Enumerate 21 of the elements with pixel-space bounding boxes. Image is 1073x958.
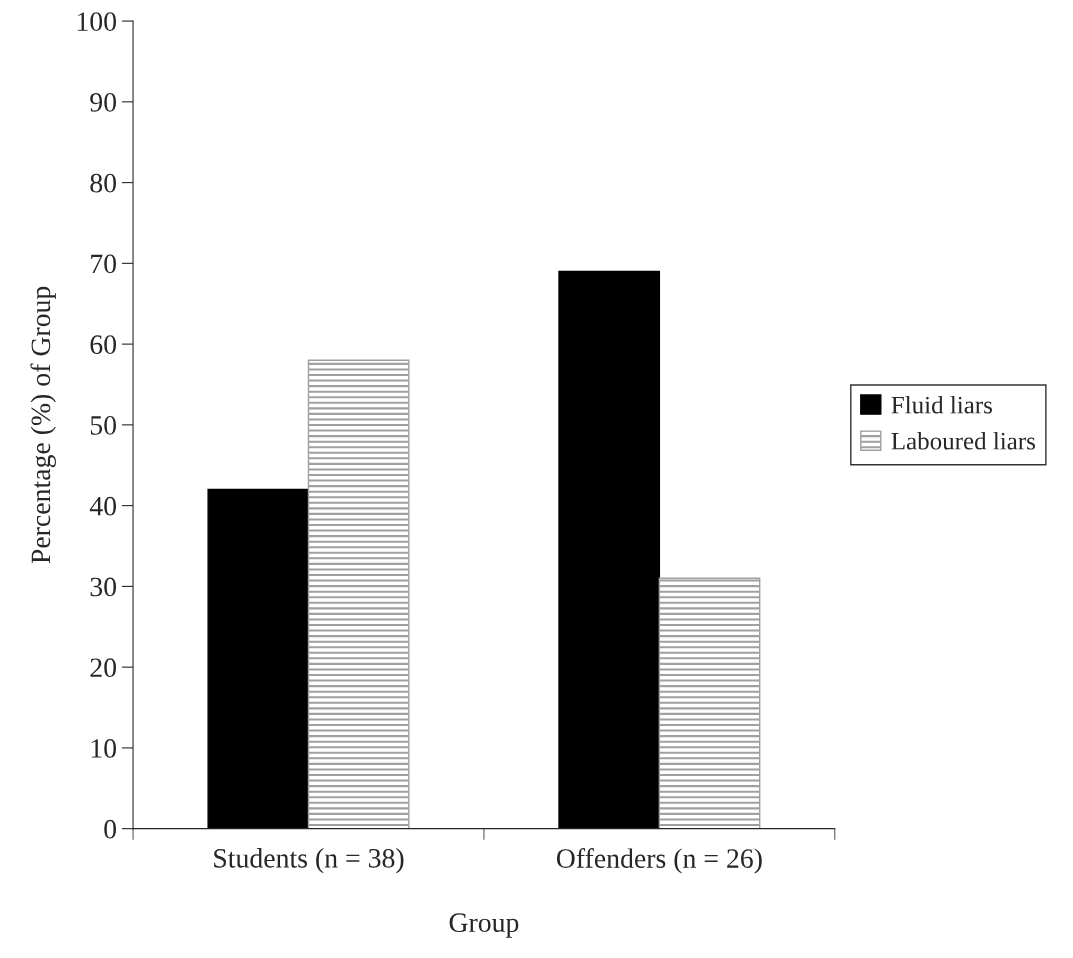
y-tick-label: 100 — [77, 12, 117, 31]
bar — [558, 270, 661, 829]
bar — [207, 488, 310, 829]
x-tick-label: Offenders (n = 26) — [556, 848, 762, 874]
bar — [658, 577, 761, 829]
y-tick-label: 30 — [90, 577, 117, 597]
y-tick-label: 40 — [89, 496, 117, 516]
y-tick-label: 10 — [91, 739, 117, 758]
x-axis-title: Group — [449, 913, 519, 938]
y-tick-label: 50 — [90, 416, 117, 435]
bar — [307, 359, 410, 829]
legend-label: Fluid liars — [891, 395, 992, 414]
y-tick-label: 90 — [90, 93, 117, 112]
y-tick-label: 80 — [90, 173, 117, 193]
y-tick-label: 60 — [90, 335, 117, 355]
y-tick-label: 20 — [90, 658, 117, 678]
y-tick-label: 70 — [91, 254, 117, 274]
legend-label: Laboured liars — [891, 432, 1035, 450]
y-tick-label: 0 — [104, 819, 117, 839]
y-axis-title: Percentage (%) of Group — [30, 286, 56, 564]
x-tick-label: Students (n = 38) — [214, 848, 404, 874]
